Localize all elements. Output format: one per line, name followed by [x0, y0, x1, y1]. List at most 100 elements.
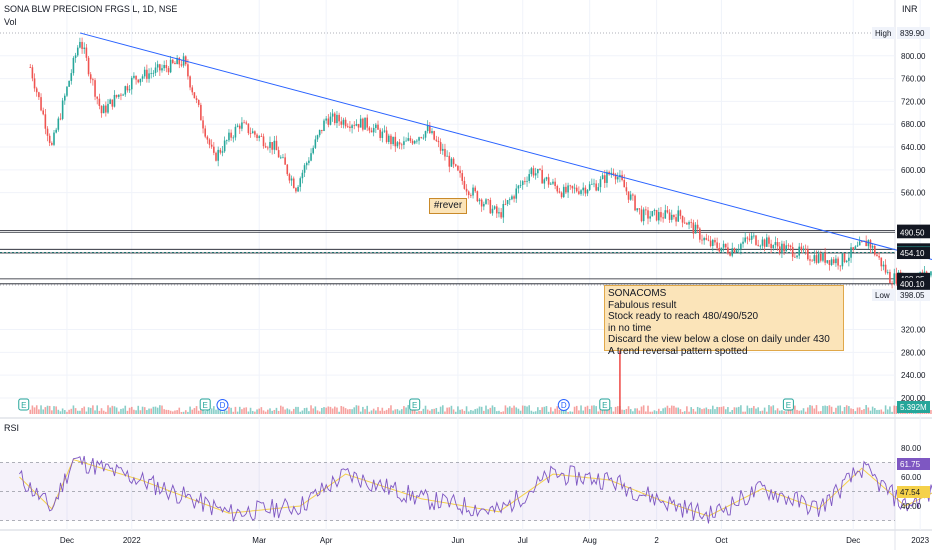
volume-bar — [187, 411, 189, 414]
volume-bar — [290, 411, 293, 414]
volume-bar — [230, 407, 232, 414]
candle-body — [51, 142, 53, 145]
volume-bar — [755, 408, 757, 414]
candle-body — [189, 76, 191, 88]
volume-bar — [107, 405, 109, 414]
volume-bar — [882, 411, 885, 414]
candle-body — [96, 96, 98, 99]
candle-body — [167, 68, 170, 73]
volume-bar — [137, 405, 140, 414]
volume-bar — [593, 405, 595, 414]
earnings-icon — [18, 398, 30, 411]
candle-body — [694, 224, 697, 234]
candle-body — [502, 203, 505, 218]
volume-bar — [394, 409, 397, 414]
candle-body — [143, 69, 146, 77]
candle-body — [383, 130, 386, 132]
volume-bar — [377, 407, 379, 414]
analysis-note[interactable]: SONACOMS Fabulous result Stock ready to … — [604, 285, 844, 357]
volume-bar — [318, 411, 321, 414]
candle-body — [396, 142, 399, 147]
candle-body — [213, 146, 215, 153]
volume-bar — [884, 405, 887, 414]
volume-bar — [776, 408, 779, 414]
axes: 800.00 760.00 720.00 680.00 640.00 600.00 560.… — [60, 52, 930, 545]
candle-body — [815, 255, 818, 263]
candle-body — [256, 134, 258, 139]
rsi-pane[interactable] — [0, 455, 932, 524]
volume-bar — [783, 411, 785, 414]
volume-bar — [325, 407, 327, 414]
candle-body — [835, 258, 837, 264]
candle-body — [323, 120, 325, 131]
candle-body — [321, 129, 323, 131]
volume-bar — [413, 408, 416, 414]
event-markers[interactable]: EEEEEEDDD — [18, 398, 932, 411]
candle-body — [219, 149, 222, 153]
volume-bar — [189, 406, 191, 414]
candle-body — [737, 249, 740, 251]
candle-body — [424, 131, 427, 138]
volume-bar — [74, 408, 77, 414]
trendline[interactable] — [79, 32, 932, 285]
candle-body — [480, 199, 483, 207]
candle-body — [115, 94, 118, 97]
volume-bar — [573, 406, 576, 414]
volume-bar — [446, 407, 448, 414]
volume-bar — [526, 406, 528, 414]
volume-bar — [247, 411, 250, 414]
candle-body — [690, 221, 692, 223]
volume-bar — [338, 411, 340, 414]
price-candles[interactable] — [29, 37, 932, 290]
volume-bar — [405, 407, 407, 414]
candle-body — [601, 175, 604, 180]
volume-bar — [550, 407, 552, 414]
volume-bar — [262, 410, 265, 414]
candle-body — [392, 136, 394, 145]
volume-bar — [554, 408, 556, 414]
candle-body — [197, 99, 200, 105]
candle-body — [720, 247, 723, 252]
candle-body — [778, 246, 781, 253]
candle-body — [161, 68, 163, 71]
reversal-tag[interactable]: #rever — [429, 198, 467, 214]
volume-bar — [541, 407, 543, 414]
price-tick-label: 600.00 — [901, 166, 926, 175]
volume-bar — [632, 411, 634, 414]
candle-body — [727, 247, 729, 254]
volume-bar — [457, 406, 459, 414]
candle-body — [243, 122, 245, 124]
volume-bar — [277, 410, 280, 414]
candle-body — [87, 57, 90, 75]
dividend-icon — [557, 399, 570, 411]
candle-body — [573, 187, 576, 189]
volume-bar — [327, 406, 330, 414]
candle-body — [496, 206, 498, 214]
candle-body — [867, 240, 870, 247]
volume-bar — [435, 407, 438, 414]
volume-bar — [344, 408, 347, 414]
candle-body — [200, 104, 202, 121]
candle-body — [262, 136, 265, 147]
volume-bar — [38, 409, 40, 414]
note-line: Discard the view below a close on daily … — [608, 334, 830, 345]
candle-body — [111, 99, 114, 107]
candle-body — [334, 113, 336, 124]
volume-bar — [321, 407, 323, 414]
volume-bar — [286, 408, 289, 414]
volume-bar — [331, 408, 334, 414]
volume-bar — [621, 409, 623, 414]
volume-bar — [340, 405, 343, 414]
candle-body — [100, 105, 103, 114]
candle-body — [221, 151, 224, 153]
candle-body — [569, 185, 572, 187]
candle-body — [284, 157, 286, 165]
candle-body — [664, 210, 667, 219]
candle-body — [92, 79, 94, 81]
candle-body — [314, 139, 317, 148]
time-tick-label: Aug — [583, 536, 597, 545]
dividend-icon — [216, 399, 229, 411]
candle-body — [275, 140, 278, 151]
volume-bar — [487, 409, 489, 414]
